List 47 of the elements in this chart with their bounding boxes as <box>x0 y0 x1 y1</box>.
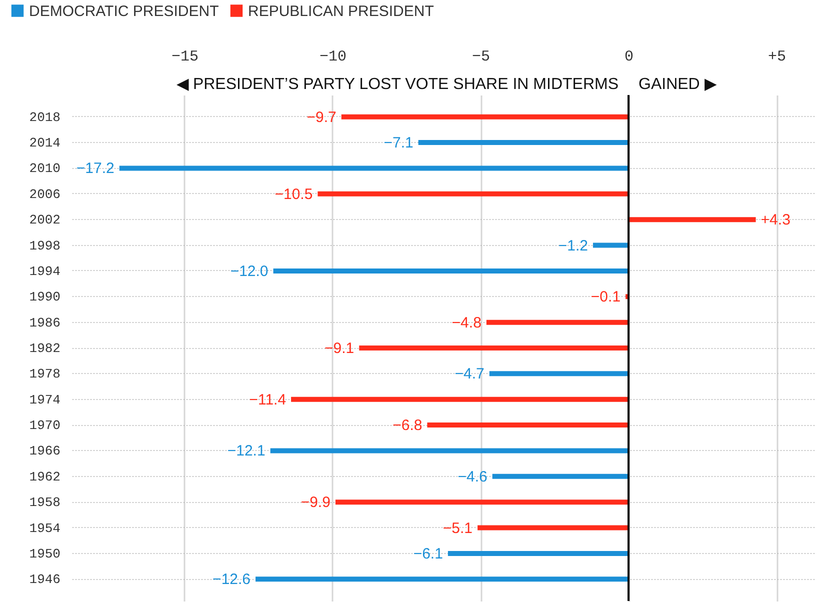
data-label: −9.7 <box>306 108 336 126</box>
data-label: −5.1 <box>442 520 473 537</box>
y-tick-label: 1990 <box>29 290 60 305</box>
data-label: −12.0 <box>230 262 268 280</box>
x-tick-label: +5 <box>768 48 786 66</box>
y-tick-label: 1974 <box>29 392 61 408</box>
data-label: −4.8 <box>452 314 482 332</box>
y-tick-label: 1982 <box>29 341 60 356</box>
data-label: −17.2 <box>76 160 114 178</box>
data-label: −10.5 <box>274 186 313 203</box>
x-tick-label: 0 <box>624 48 634 66</box>
text: GAINED ▶ <box>638 76 718 93</box>
legend-label: REPUBLICAN PRESIDENT <box>248 2 434 20</box>
data-label: +4.3 <box>760 212 790 229</box>
y-tick-label: 1986 <box>29 315 60 330</box>
x-tick-label: −10 <box>319 48 346 66</box>
data-label: −0.1 <box>590 288 621 306</box>
y-tick-label: 1998 <box>29 238 60 254</box>
data-label: −4.6 <box>458 468 488 486</box>
y-tick-label: 1966 <box>29 444 60 459</box>
data-label: −11.4 <box>249 391 286 408</box>
data-label: −6.1 <box>413 545 443 562</box>
data-label: −6.8 <box>392 417 422 434</box>
y-tick-label: 2006 <box>29 186 60 202</box>
y-tick-label: 1962 <box>29 469 60 484</box>
data-label: −12.6 <box>212 571 251 588</box>
data-label: −12.1 <box>227 442 266 460</box>
y-tick-label: 1946 <box>29 572 60 588</box>
data-label: −4.7 <box>454 366 484 383</box>
data-label: −7.1 <box>384 134 414 152</box>
y-tick-label: 1958 <box>29 495 60 510</box>
legend-label: DEMOCRATIC PRESIDENT <box>29 2 219 20</box>
y-tick-label: 2002 <box>29 212 60 228</box>
data-label: −1.2 <box>558 237 588 254</box>
y-tick-label: 1978 <box>29 366 60 382</box>
y-tick-label: 1950 <box>29 546 60 562</box>
x-tick-label: −15 <box>171 48 198 66</box>
y-tick-label: 2014 <box>29 136 61 151</box>
y-tick-label: 2018 <box>29 110 60 125</box>
data-label: −9.1 <box>324 340 354 357</box>
y-tick-label: 1994 <box>29 264 61 279</box>
text: ◀ PRESIDENT’S PARTY LOST VOTE SHARE IN MIDTERMS <box>176 76 619 93</box>
y-tick-label: 1970 <box>29 418 60 434</box>
y-tick-label: 1954 <box>29 520 61 536</box>
y-tick-label: 2010 <box>29 161 60 176</box>
data-label: −9.9 <box>300 494 330 512</box>
x-tick-label: −5 <box>472 48 490 66</box>
